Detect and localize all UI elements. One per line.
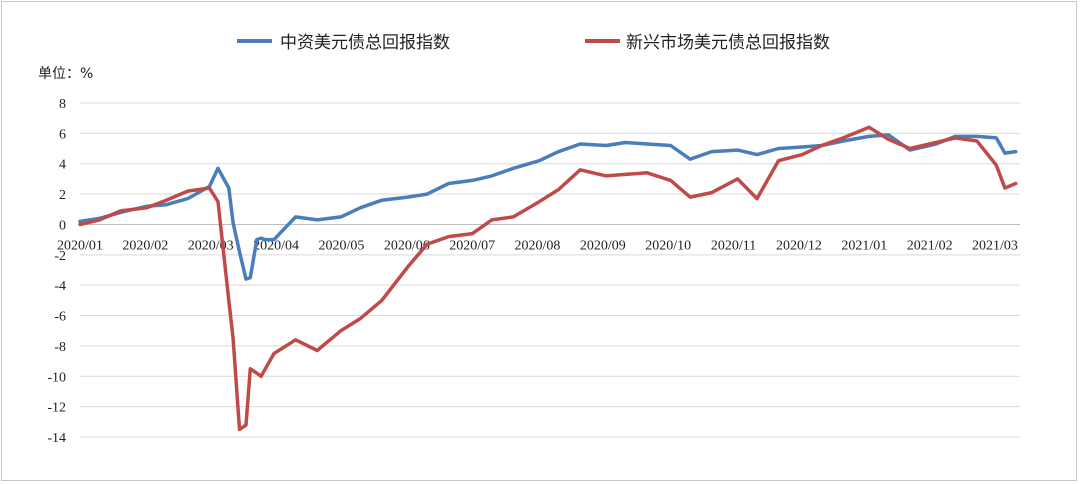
x-tick-label: 2021/03 xyxy=(972,238,1018,253)
series-line-0 xyxy=(78,133,1018,281)
x-tick-label: 2020/04 xyxy=(253,238,299,253)
legend: 中资美元债总回报指数 新兴市场美元债总回报指数 xyxy=(237,33,830,53)
x-tick-label: 2020/12 xyxy=(776,238,822,253)
y-tick-label: -8 xyxy=(54,340,66,355)
x-tick-label: 2020/07 xyxy=(449,238,495,253)
x-tick-label: 2020/11 xyxy=(711,238,756,253)
y-tick-label: -12 xyxy=(47,401,66,416)
y-tick-label: 0 xyxy=(59,218,66,233)
x-tick-labels: 2020/01 2020/02 2020/03 2020/04 2020/05 2020/… xyxy=(57,238,1018,253)
x-tick-label: 2020/05 xyxy=(318,238,364,253)
legend-label-series-0: 中资美元债总回报指数 xyxy=(280,33,450,53)
grid-lines xyxy=(80,102,1020,438)
x-tick-label: 2020/03 xyxy=(188,238,234,253)
series-lines xyxy=(78,125,1018,432)
x-tick-label: 2021/02 xyxy=(907,238,953,253)
x-tick-label: 2020/09 xyxy=(580,238,626,253)
y-tick-label: -2 xyxy=(54,249,66,264)
y-tick-labels: 8 6 4 2 0 -2 -4 -6 -8 -10 -12 -14 xyxy=(47,97,66,446)
y-tick-label: 6 xyxy=(59,127,66,142)
y-tick-label: 4 xyxy=(59,158,66,173)
x-tick-label: 2020/06 xyxy=(384,238,430,253)
y-tick-label: -10 xyxy=(47,370,66,385)
x-tick-label: 2020/01 xyxy=(57,238,103,253)
y-tick-label: -14 xyxy=(47,431,66,446)
y-tick-label: 2 xyxy=(59,188,66,203)
y-tick-label: -4 xyxy=(54,279,66,294)
legend-label-series-1: 新兴市场美元债总回报指数 xyxy=(626,33,830,53)
series-line-1 xyxy=(78,125,1018,432)
x-tick-label: 2020/08 xyxy=(515,238,561,253)
unit-label: 单位：% xyxy=(38,66,93,82)
x-tick-label: 2021/01 xyxy=(841,238,887,253)
y-tick-label: 8 xyxy=(59,97,66,112)
x-tick-label: 2020/02 xyxy=(122,238,168,253)
y-tick-label: -6 xyxy=(54,310,66,325)
x-tick-label: 2020/10 xyxy=(645,238,691,253)
